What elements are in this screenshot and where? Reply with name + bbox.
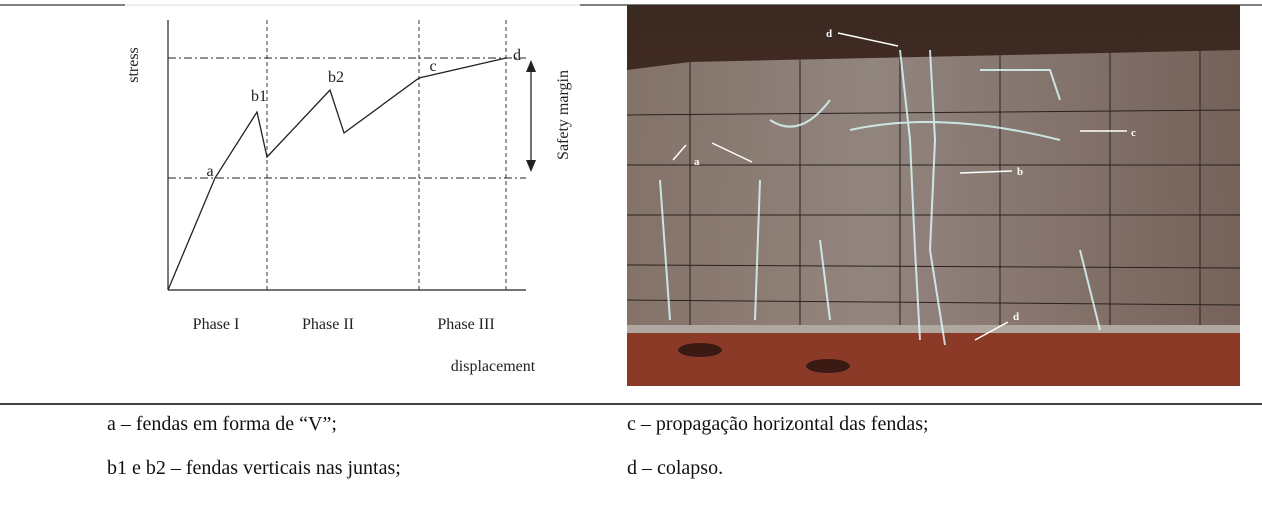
- point-label: c: [429, 58, 436, 75]
- legend-item: d – colapso.: [627, 457, 723, 480]
- arrow-head: [526, 60, 536, 72]
- annotation: Safety margin: [555, 70, 572, 160]
- legend-item: c – propagação horizontal das fendas;: [627, 413, 929, 436]
- point-label: d: [513, 47, 521, 64]
- photo-label: b: [1017, 166, 1023, 178]
- curve: [168, 58, 506, 290]
- legend-item: b1 e b2 – fendas verticais nas juntas;: [107, 457, 401, 480]
- arrow-head: [526, 160, 536, 172]
- photo-label: d: [826, 28, 832, 40]
- legend-item: a – fendas em forma de “V”;: [107, 413, 337, 436]
- page: stress a b1 b2 c d Safety margin Phase I…: [0, 0, 1262, 513]
- y-axis-label: stress: [125, 47, 142, 83]
- point-label: a: [206, 163, 213, 180]
- photo-label: c: [1131, 127, 1136, 139]
- photo-label: d: [1013, 311, 1019, 323]
- diagram: [168, 20, 536, 290]
- phase-label: Phase II: [302, 316, 354, 333]
- phase-label: Phase I: [193, 316, 240, 333]
- photo: [627, 5, 1240, 386]
- phase-label: Phase III: [437, 316, 494, 333]
- point-label: b1: [251, 88, 267, 105]
- x-axis-label: displacement: [451, 358, 536, 375]
- figure: stress a b1 b2 c d Safety margin Phase I…: [0, 0, 1262, 410]
- point-label: b2: [328, 69, 344, 86]
- photo-label: a: [694, 156, 700, 168]
